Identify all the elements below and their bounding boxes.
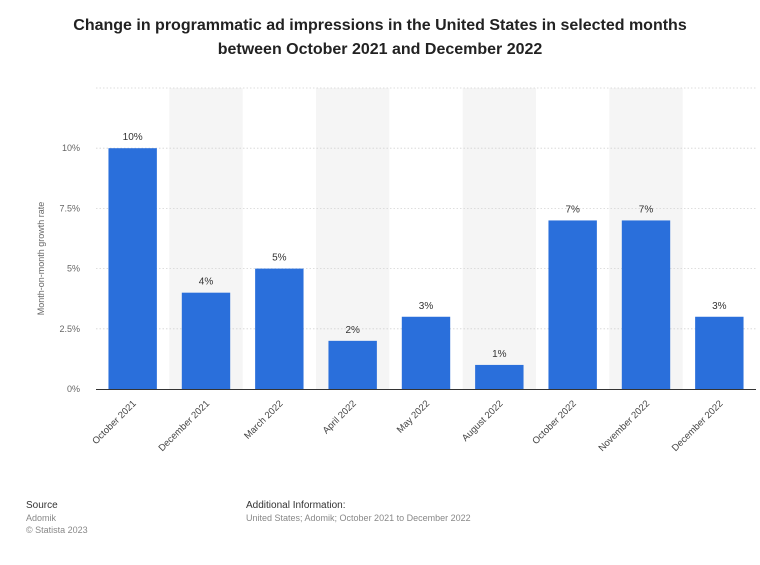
y-tick-label: 10%: [62, 143, 80, 153]
y-tick-label: 7.5%: [59, 203, 80, 213]
copyright: © Statista 2023: [26, 525, 88, 535]
x-tick-label: December 2022: [670, 398, 726, 454]
bar-value-label: 2%: [345, 325, 360, 336]
bar-value-label: 5%: [272, 253, 287, 264]
bar: [548, 220, 597, 389]
bar-value-label: 1%: [492, 349, 507, 360]
background-band: [316, 88, 390, 389]
bar: [621, 220, 671, 389]
bar-value-label: 7%: [639, 204, 654, 215]
x-tick-label: November 2022: [597, 398, 653, 454]
additional-info-text: United States; Adomik; October 2021 to D…: [246, 513, 471, 523]
x-tick-label: May 2022: [395, 398, 432, 435]
x-tick-label: October 2022: [530, 398, 578, 446]
bar-value-labels: 10% 4% 5% 2% 3% 1% 7% 7% 3%: [123, 132, 727, 360]
additional-info-block: Additional Information: United States; A…: [246, 500, 471, 524]
y-axis-title: Month-on-month growth rate: [36, 202, 46, 316]
x-tick-label: April 2022: [321, 398, 359, 436]
y-tick-label: 2.5%: [59, 324, 80, 334]
bar: [475, 364, 524, 389]
bar: [181, 292, 231, 389]
x-tick-label: August 2022: [460, 398, 506, 444]
y-axis-ticks: 0% 2.5% 5% 7.5% 10%: [59, 143, 80, 394]
x-tick-label: October 2021: [90, 398, 138, 446]
y-tick-label: 0%: [67, 384, 80, 394]
bar: [255, 268, 304, 389]
bar-value-label: 4%: [199, 277, 214, 288]
bar-value-label: 10%: [123, 132, 143, 143]
bar: [108, 148, 157, 389]
bars: [108, 148, 744, 389]
bar-value-label: 3%: [419, 301, 434, 312]
bar-value-label: 7%: [565, 204, 580, 215]
additional-info-heading: Additional Information:: [246, 500, 346, 511]
bar-chart: 10% 4% 5% 2% 3% 1% 7% 7% 3% 0% 2.5% 5% 7.5% 10% Octo…: [36, 87, 756, 454]
source-name: Adomik: [26, 513, 57, 523]
bar: [695, 316, 744, 389]
bar-value-label: 3%: [712, 301, 727, 312]
bar: [328, 340, 377, 389]
source-block: Source Adomik © Statista 2023: [26, 500, 88, 536]
source-heading: Source: [26, 500, 58, 511]
x-tick-label: March 2022: [242, 398, 285, 441]
bar: [401, 316, 451, 389]
background-band: [462, 88, 536, 389]
x-axis-ticks: October 2021 December 2021 March 2022 April…: [90, 398, 725, 454]
chart-title: Change in programmatic ad impressions in…: [73, 17, 687, 58]
x-tick-label: December 2021: [157, 398, 213, 454]
y-tick-label: 5%: [67, 264, 80, 274]
